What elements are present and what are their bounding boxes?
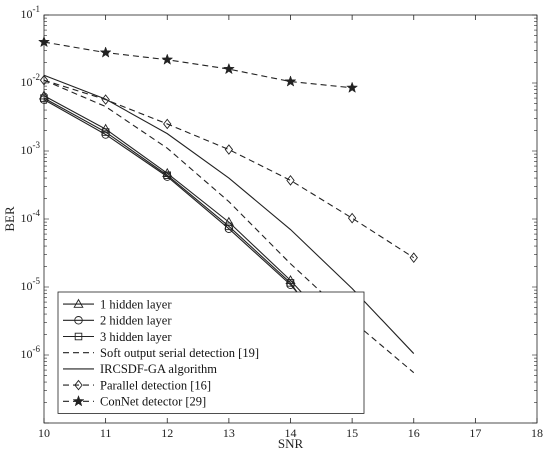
x-tick-label: 10 xyxy=(38,426,50,440)
y-tick-base: 10 xyxy=(21,211,33,225)
legend-item: Soft output serial detection [19] xyxy=(63,346,259,360)
data-point xyxy=(224,224,234,233)
data-point xyxy=(284,75,297,87)
data-point xyxy=(286,175,295,186)
legend-item: IRCSDF-GA algorithm xyxy=(63,362,217,376)
data-point xyxy=(163,118,172,130)
data-point xyxy=(286,280,295,289)
legend-label: IRCSDF-GA algorithm xyxy=(100,362,217,376)
legend-label: 2 hidden layer xyxy=(100,314,172,328)
y-tick-exponent: -5 xyxy=(33,276,41,286)
y-tick-base: 10 xyxy=(21,279,33,293)
series-7 xyxy=(37,35,359,93)
data-point xyxy=(163,171,171,179)
data-point xyxy=(346,81,359,93)
legend-item: 3 hidden layer xyxy=(63,330,172,344)
x-axis-label: SNR xyxy=(278,436,304,451)
y-tick-label: 10-6 xyxy=(21,344,41,361)
legend-label: 1 hidden layer xyxy=(100,297,172,311)
series-line xyxy=(43,79,415,259)
legend-item: ConNet detector [29] xyxy=(63,395,206,409)
legend-item: 1 hidden layer xyxy=(63,297,172,311)
x-tick-label: 13 xyxy=(223,426,235,440)
legend-marker xyxy=(74,316,83,325)
x-tick-label: 16 xyxy=(408,426,420,440)
y-tick-label: 10-4 xyxy=(21,208,41,225)
legend-label: 3 hidden layer xyxy=(100,330,172,344)
legend: 1 hidden layer 2 hidden layer 3 hidden lay… xyxy=(57,291,365,414)
plot-frame xyxy=(43,14,538,424)
data-point xyxy=(161,53,174,65)
y-tick-label: 10-5 xyxy=(21,276,41,293)
data-point xyxy=(224,144,234,155)
data-point xyxy=(99,46,112,58)
legend-label: ConNet detector [29] xyxy=(100,395,206,409)
series-line xyxy=(43,95,353,348)
y-tick-exponent: -6 xyxy=(33,344,41,354)
y-tick-base: 10 xyxy=(21,347,33,361)
legend-marker xyxy=(72,394,85,407)
y-axis-label: BER xyxy=(2,206,17,232)
data-point xyxy=(162,172,172,181)
y-tick-exponent: -4 xyxy=(33,208,41,218)
y-tick-exponent: -2 xyxy=(33,72,41,82)
data-point xyxy=(222,62,235,75)
data-point xyxy=(347,212,357,224)
y-tick-exponent: -3 xyxy=(33,140,41,150)
data-point xyxy=(225,222,233,231)
y-tick-label: 10-1 xyxy=(21,4,41,21)
x-tick-label: 12 xyxy=(161,426,173,440)
axis-ticks: 10 11 12 13 14 15 16 17 1810-110-210-310-410-510… xyxy=(21,4,544,440)
legend-marker xyxy=(74,379,83,391)
data-point xyxy=(101,128,110,136)
data-point xyxy=(409,252,418,263)
data-point xyxy=(101,94,110,105)
legend-marker xyxy=(73,298,84,308)
y-tick-base: 10 xyxy=(21,7,33,21)
x-tick-label: 17 xyxy=(469,426,481,440)
y-tick-label: 10-2 xyxy=(21,72,41,89)
legend-item: 2 hidden layer xyxy=(63,314,172,328)
data-point xyxy=(286,279,295,287)
series-6 xyxy=(39,74,418,263)
legend-box xyxy=(57,291,365,414)
legend-label: Soft output serial detection [19] xyxy=(100,346,259,360)
x-tick-label: 18 xyxy=(531,426,543,440)
x-tick-label: 14 xyxy=(285,426,297,440)
legend-label: Parallel detection [16] xyxy=(100,378,211,392)
legend-item: Parallel detection [16] xyxy=(63,378,211,392)
x-tick-label: 15 xyxy=(346,426,358,440)
series-line xyxy=(43,41,353,89)
x-tick-label: 11 xyxy=(100,426,112,440)
y-tick-label: 10-3 xyxy=(21,140,41,157)
y-tick-base: 10 xyxy=(21,75,33,89)
legend-marker xyxy=(74,332,83,341)
y-tick-exponent: -1 xyxy=(33,4,41,14)
y-tick-base: 10 xyxy=(21,143,33,157)
